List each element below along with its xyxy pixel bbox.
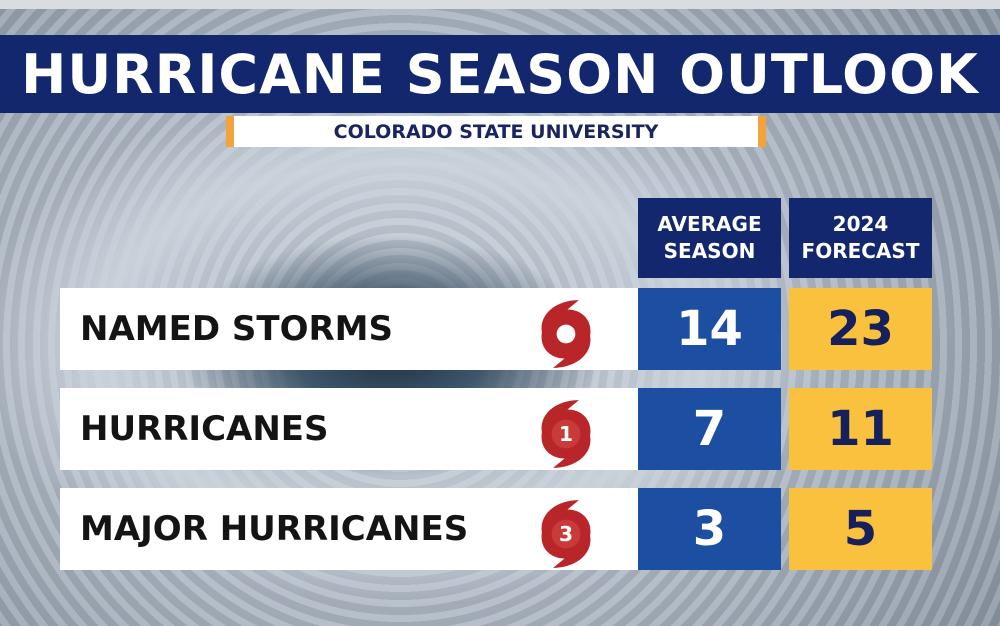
row-label-major-hurricanes: MAJOR HURRICANES — [80, 509, 469, 549]
forecast-hurricanes: 11 — [789, 388, 932, 470]
average-major-hurricanes: 3 — [638, 488, 781, 570]
row-label-named-storms: NAMED STORMS — [80, 309, 393, 349]
hurricane-category-3-icon: 3 — [541, 500, 591, 568]
row-hurricanes: HURRICANES 1 — [60, 388, 638, 470]
hurricane-category-1-icon: 1 — [541, 400, 591, 468]
row-named-storms: NAMED STORMS — [60, 288, 638, 370]
average-named-storms: 14 — [638, 288, 781, 370]
column-header-forecast-line-1: 2024 — [832, 212, 889, 236]
top-strip — [0, 0, 1000, 9]
column-header-average-line-2: SEASON — [663, 239, 756, 263]
tropical-storm-icon — [541, 300, 591, 368]
forecast-major-hurricanes: 5 — [789, 488, 932, 570]
hurricane-category-1-number: 1 — [559, 422, 573, 446]
column-header-2024-forecast: 2024 FORECAST — [789, 198, 932, 278]
subtitle-bar: COLORADO STATE UNIVERSITY — [226, 116, 766, 147]
row-label-hurricanes: HURRICANES — [80, 409, 329, 449]
hurricane-category-3-number: 3 — [559, 522, 573, 546]
title-bar: HURRICANE SEASON OUTLOOK — [0, 35, 1000, 113]
column-header-average-line-1: AVERAGE — [657, 212, 762, 236]
row-major-hurricanes: MAJOR HURRICANES 3 — [60, 488, 638, 570]
source-subtitle: COLORADO STATE UNIVERSITY — [333, 120, 659, 143]
average-hurricanes: 7 — [638, 388, 781, 470]
column-header-forecast-line-2: FORECAST — [801, 239, 920, 263]
forecast-named-storms: 23 — [789, 288, 932, 370]
page-title: HURRICANE SEASON OUTLOOK — [21, 42, 979, 106]
column-header-average-season: AVERAGE SEASON — [638, 198, 781, 278]
